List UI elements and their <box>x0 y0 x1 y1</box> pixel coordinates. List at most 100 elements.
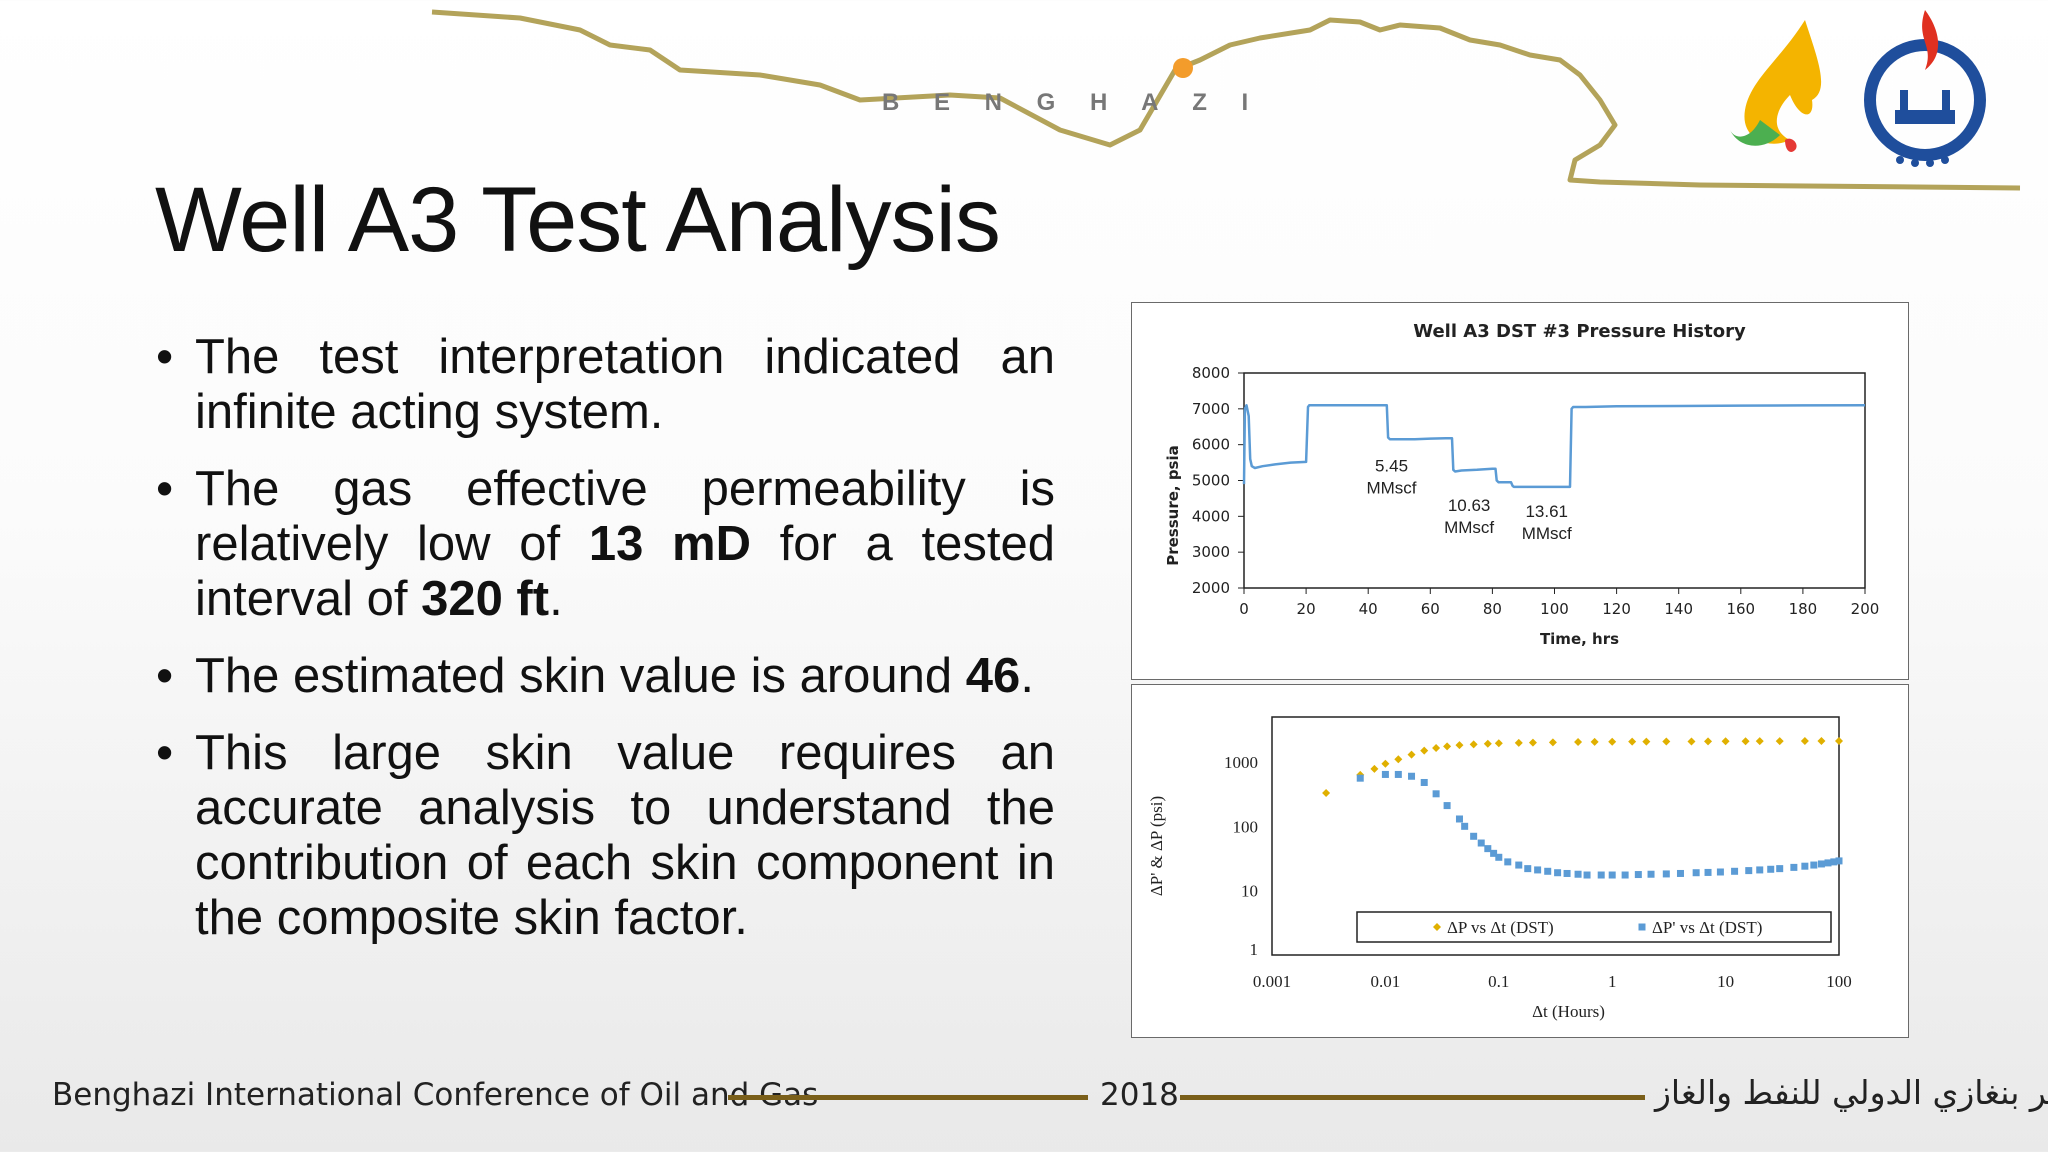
dp-derivative-point <box>1608 871 1616 879</box>
dp-derivative-point <box>1621 871 1629 879</box>
dp-derivative-point <box>1420 778 1428 786</box>
conference-flame-logo <box>1730 20 1822 152</box>
dp-derivative-point <box>1767 865 1775 873</box>
legend-label-dp: ΔP vs Δt (DST) <box>1447 918 1554 937</box>
x-tick-label: 20 <box>1297 600 1316 618</box>
dp-point <box>1469 740 1478 749</box>
bullet-emphasis: 46 <box>965 649 1021 703</box>
y-tick-label: 4000 <box>1192 507 1230 525</box>
bullet-text: The estimated skin value is around <box>195 649 966 703</box>
x-tick-label: 160 <box>1726 600 1755 618</box>
dp-point <box>1514 738 1523 747</box>
dp-derivative-point <box>1515 861 1523 869</box>
dp-point <box>1494 739 1503 748</box>
bullet-text: for a tested interval of <box>195 517 1055 626</box>
dp-derivative-point <box>1455 815 1463 823</box>
dp-point <box>1741 737 1750 746</box>
dp-derivative-point <box>1634 871 1642 879</box>
bullet-text: The test interpretation indicated an inf… <box>195 330 1055 439</box>
dp-point <box>1548 738 1557 747</box>
dp-derivative-point <box>1461 822 1469 830</box>
legend-marker-derivative <box>1638 923 1646 931</box>
rate-annotation: MMscf <box>1522 524 1572 543</box>
x-tick-label: 200 <box>1851 600 1880 618</box>
x-tick-label: 0.001 <box>1253 972 1291 991</box>
dp-point <box>1420 746 1429 755</box>
bullet-item: The test interpretation indicated an inf… <box>150 330 1055 440</box>
footer-conference-name-arabic: مؤتمر بنغازي الدولي للنفط والغاز <box>1655 1073 2048 1112</box>
banner-header: B E N G H A Z I <box>431 9 2021 191</box>
x-tick-label: 140 <box>1664 600 1693 618</box>
dp-derivative-point <box>1716 868 1724 876</box>
footer-year: 2018 <box>1100 1077 1179 1113</box>
bullet-text: . <box>1020 649 1034 703</box>
dp-point <box>1590 737 1599 746</box>
rate-annotation: 13.61 <box>1525 502 1568 521</box>
dp-point <box>1704 737 1713 746</box>
bullet-list: The test interpretation indicated an inf… <box>150 330 1055 968</box>
dp-point <box>1407 750 1416 759</box>
dp-derivative-point <box>1692 869 1700 877</box>
dp-point <box>1628 737 1637 746</box>
dp-derivative-point <box>1470 832 1478 840</box>
dp-point <box>1322 788 1331 797</box>
dp-derivative-point <box>1731 867 1739 875</box>
y-tick-label: 3000 <box>1192 543 1230 561</box>
dp-derivative-point <box>1817 860 1825 868</box>
dp-derivative-point <box>1756 866 1764 874</box>
dp-point <box>1817 737 1826 746</box>
bullet-item: This large skin value requires an accura… <box>150 726 1055 946</box>
x-tick-label: 100 <box>1540 600 1569 618</box>
y-tick-label: 10 <box>1241 882 1258 901</box>
dp-derivative-point <box>1356 774 1364 782</box>
bullet-emphasis: 320 ft <box>421 572 550 626</box>
dp-derivative-point <box>1495 853 1503 861</box>
pressure-history-chart: Well A3 DST #3 Pressure History 0 20 40 60 80… <box>1131 302 1909 680</box>
y-tick-label: 100 <box>1233 817 1259 836</box>
dp-point <box>1662 737 1671 746</box>
dp-point <box>1574 738 1583 747</box>
dp-derivative-point <box>1810 861 1818 869</box>
bullet-text: This large skin value requires an accura… <box>195 726 1055 945</box>
dp-derivative-point <box>1776 865 1784 873</box>
dp-derivative-point <box>1484 845 1492 853</box>
legend-marker-dp <box>1433 923 1441 931</box>
plot-area <box>1271 716 1840 956</box>
dp-derivative-point <box>1534 866 1542 874</box>
dp-derivative-point <box>1504 858 1512 866</box>
y-axis-label: ΔP' & ΔP (psi) <box>1147 796 1166 896</box>
dp-point <box>1642 737 1651 746</box>
dp-derivative-point <box>1554 869 1562 877</box>
dp-point <box>1835 736 1843 745</box>
x-tick-label: 120 <box>1602 600 1631 618</box>
bullet-item: The gas effective permeability is relati… <box>150 462 1055 627</box>
x-tick-label: 40 <box>1359 600 1378 618</box>
rate-annotation: MMscf <box>1444 518 1494 537</box>
dp-derivative-point <box>1583 871 1591 879</box>
y-tick-label: 5000 <box>1192 472 1230 490</box>
y-tick-label: 2000 <box>1192 579 1230 597</box>
dp-derivative-point <box>1676 869 1684 877</box>
dp-point <box>1370 764 1379 773</box>
dp-derivative-point <box>1824 859 1832 867</box>
rate-annotation: 5.45 <box>1375 457 1408 476</box>
x-tick-label: 60 <box>1421 600 1440 618</box>
bullet-text: The gas effective permeability is relati… <box>195 462 1055 571</box>
dp-derivative-point <box>1597 871 1605 879</box>
y-tick-label: 6000 <box>1192 436 1230 454</box>
chart-title: Well A3 DST #3 Pressure History <box>1413 321 1746 342</box>
dp-derivative-point <box>1647 870 1655 878</box>
dp-derivative-point <box>1574 870 1582 878</box>
dp-derivative-point <box>1408 772 1416 780</box>
dp-point <box>1800 737 1809 746</box>
dp-point <box>1687 737 1696 746</box>
dp-derivative-point <box>1443 802 1451 810</box>
derivative-loglog-chart: 0.001 0.01 0.1 1 10 100 1 10 100 1000 Δt (Hours) ΔP… <box>1131 684 1909 1038</box>
dp-derivative-point <box>1801 862 1809 870</box>
x-tick-label: 1 <box>1608 972 1617 991</box>
x-tick-label: 180 <box>1789 600 1818 618</box>
x-tick-label: 0.01 <box>1371 972 1401 991</box>
y-tick-label: 1000 <box>1224 753 1258 772</box>
x-axis-label: Time, hrs <box>1540 630 1619 648</box>
y-tick-label: 1 <box>1250 940 1259 959</box>
